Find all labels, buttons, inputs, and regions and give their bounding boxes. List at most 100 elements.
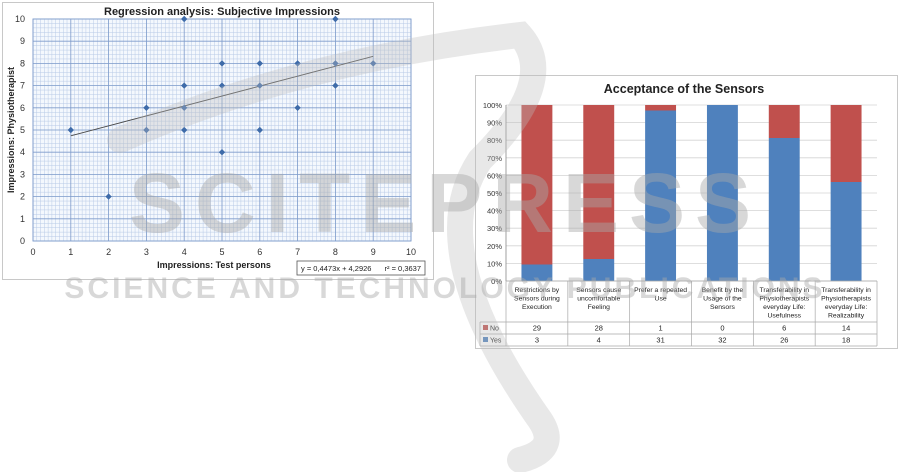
y-tick-label: 40% <box>487 207 502 216</box>
category-label: Physiotherapists <box>759 296 809 303</box>
data-point <box>256 82 263 89</box>
category-label: Physiotherapists <box>821 296 871 303</box>
y-tick-label: 30% <box>487 224 502 233</box>
chart-title: Regression analysis: Subjective Impressi… <box>104 6 340 18</box>
x-tick-label: 5 <box>219 247 224 257</box>
y-tick-label: 4 <box>20 147 25 157</box>
data-point <box>181 82 188 89</box>
y-tick-label: 100% <box>483 101 503 110</box>
y-tick-label: 80% <box>487 136 502 145</box>
r-squared-label: r² = 0,3637 <box>385 264 421 273</box>
data-point <box>218 60 226 67</box>
acceptance-chart: Acceptance of the Sensors 0% 10% 20% 30% 40% 5… <box>479 82 878 347</box>
table-value: 14 <box>842 324 850 333</box>
bar-yes <box>645 110 677 281</box>
y-tick-label: 7 <box>20 81 25 91</box>
category-label: Restrictions by <box>515 287 560 294</box>
y-tick-label: 8 <box>20 58 25 68</box>
data-point <box>143 104 150 111</box>
table-value: 4 <box>597 336 601 345</box>
category-label: Usage of the <box>703 296 742 303</box>
bar-no <box>645 105 677 111</box>
category-label: Execution <box>522 304 552 311</box>
x-tick-label: 2 <box>106 247 111 257</box>
y-tick-label: 70% <box>487 154 502 163</box>
bar-yes <box>583 259 615 281</box>
x-tick-label: 3 <box>144 247 149 257</box>
category-label: Transferability in <box>821 287 871 294</box>
chart-title: Acceptance of the Sensors <box>604 82 765 96</box>
data-point <box>332 82 339 89</box>
trendline <box>70 55 374 137</box>
equation-label: y = 0,4473x + 4,2926 <box>301 264 371 273</box>
x-tick-label: 8 <box>333 247 338 257</box>
table-value: 31 <box>656 336 664 345</box>
table-value: 32 <box>718 336 726 345</box>
category-label: Sensors <box>710 304 736 311</box>
data-point <box>181 126 188 134</box>
bar-yes <box>830 182 862 281</box>
data-point <box>181 104 188 111</box>
y-tick-label: 0% <box>491 277 502 286</box>
y-tick-label: 50% <box>487 189 502 198</box>
category-label: Transferability in <box>759 287 809 294</box>
table-value: 18 <box>842 336 850 345</box>
bar-no <box>521 105 553 265</box>
x-axis-label: Impressions: Test persons <box>157 260 271 270</box>
x-tick-label: 9 <box>371 247 376 257</box>
table-value: 26 <box>780 336 788 345</box>
table-value: 6 <box>782 324 786 333</box>
x-tick-label: 10 <box>406 247 416 257</box>
bar-no <box>768 105 800 138</box>
bar-yes <box>521 264 553 281</box>
y-tick-label: 10 <box>15 14 25 24</box>
x-tick-label: 4 <box>182 247 187 257</box>
category-label: Usefulness <box>767 313 801 320</box>
data-point <box>294 60 301 67</box>
x-tick-label: 0 <box>30 247 35 257</box>
legend-label-no: No <box>490 326 499 333</box>
y-tick-label: 90% <box>487 119 502 128</box>
legend-label-yes: Yes <box>490 338 502 345</box>
category-label: Realizability <box>828 313 865 320</box>
category-label: Sensors during <box>514 296 560 303</box>
x-tick-label: 7 <box>295 247 300 257</box>
category-label: everyday Life: <box>825 304 867 311</box>
table-value: 0 <box>720 324 724 333</box>
bar-yes <box>768 138 800 281</box>
y-tick-label: 0 <box>20 236 25 246</box>
data-point <box>332 60 339 67</box>
y-tick-label: 60% <box>487 171 502 180</box>
category-label: uncomfortable <box>577 296 620 303</box>
y-tick-label: 10% <box>487 259 502 268</box>
category-label: Prefer a repeated <box>634 287 687 294</box>
bar-no <box>583 105 615 259</box>
legend-key-no <box>483 325 488 330</box>
x-tick-label: 1 <box>68 247 73 257</box>
data-point <box>294 104 301 111</box>
y-tick-label: 5 <box>20 125 25 135</box>
table-value: 29 <box>533 324 541 333</box>
x-tick-label: 6 <box>257 247 262 257</box>
y-tick-label: 20% <box>487 242 502 251</box>
y-tick-label: 9 <box>20 36 25 46</box>
table-value: 3 <box>535 336 539 345</box>
category-label: Benefit by the <box>702 287 744 294</box>
y-tick-label: 3 <box>20 169 25 179</box>
legend-key-yes <box>483 337 488 342</box>
data-point <box>105 193 112 200</box>
y-tick-label: 2 <box>20 192 25 202</box>
category-label: Use <box>655 296 667 303</box>
equation-box <box>296 260 426 276</box>
data-point <box>181 15 188 23</box>
data-point <box>218 149 226 156</box>
category-label: Sensors cause <box>576 287 621 294</box>
y-tick-label: 1 <box>20 214 25 224</box>
y-axis-label: Impressions: Physiotherapist <box>6 67 16 193</box>
regression-chart: 0 1 2 3 4 5 6 7 8 9 10 0 1 2 3 4 5 6 7 8 9 10 Regression analy… <box>6 6 426 276</box>
bar-yes <box>706 105 738 281</box>
category-label: Feeling <box>588 304 611 311</box>
acceptance-chart-panel: Acceptance of the Sensors 0% 10% 20% 30% 40% 5… <box>475 75 898 349</box>
table-value: 28 <box>595 324 603 333</box>
